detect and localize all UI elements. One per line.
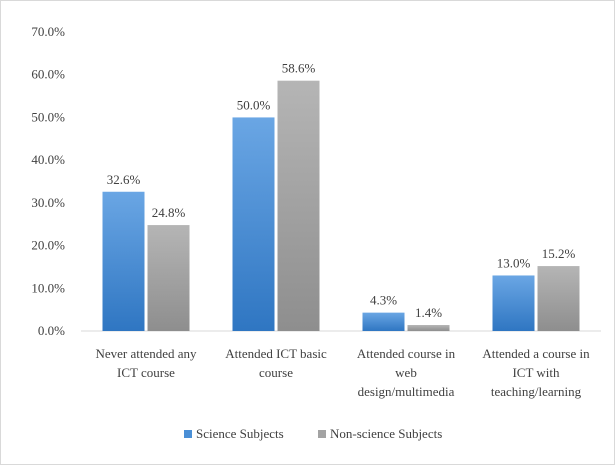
x-category-label-line: course (259, 365, 293, 380)
legend-swatch-science (184, 430, 192, 438)
bar-science (492, 275, 535, 331)
legend-label-science: Science Subjects (196, 426, 284, 441)
x-category-label-line: ICT with (512, 365, 560, 380)
bar-non-science (537, 266, 580, 331)
x-category-label-line: Attended a course in (482, 346, 590, 361)
bar-non-science (407, 325, 450, 331)
data-label: 58.6% (282, 61, 316, 76)
data-label: 50.0% (237, 97, 271, 112)
data-label: 24.8% (152, 205, 186, 220)
data-label: 32.6% (107, 172, 141, 187)
x-category-label-line: ICT course (117, 365, 175, 380)
legend-label-non-science: Non-science Subjects (330, 426, 442, 441)
y-tick-label: 40.0% (31, 152, 65, 167)
data-label: 15.2% (542, 246, 576, 261)
x-category-label: Never attended any ICT course (95, 346, 197, 380)
y-tick-label: 0.0% (38, 323, 65, 338)
data-label: 4.3% (370, 293, 397, 308)
bar-non-science (147, 225, 190, 331)
y-tick-label: 70.0% (31, 24, 65, 39)
x-category-label-line: Never attended any (95, 346, 197, 361)
bar-science (362, 312, 405, 331)
x-category-label: Attended course in web design/multimedia (357, 346, 456, 399)
x-category-label-line: Attended ICT basic (225, 346, 327, 361)
x-category-label-line: teaching/learning (491, 384, 582, 399)
x-category-label-line: web (395, 365, 417, 380)
x-category-label-line: Attended course in (357, 346, 456, 361)
bar-science (232, 117, 275, 331)
y-tick-label: 20.0% (31, 238, 65, 253)
bar-science (102, 191, 145, 331)
data-label: 13.0% (497, 255, 531, 270)
y-tick-label: 10.0% (31, 280, 65, 295)
data-label: 1.4% (415, 305, 442, 320)
y-tick-label: 50.0% (31, 109, 65, 124)
x-category-label: Attended a course in ICT with teaching/lea… (482, 346, 590, 399)
bar-non-science (277, 80, 320, 332)
legend-swatch-non-science (318, 430, 326, 438)
x-category-label: Attended ICT basic course (225, 346, 327, 380)
y-tick-label: 60.0% (31, 67, 65, 82)
x-category-label-line: design/multimedia (358, 384, 455, 399)
y-tick-label: 30.0% (31, 195, 65, 210)
